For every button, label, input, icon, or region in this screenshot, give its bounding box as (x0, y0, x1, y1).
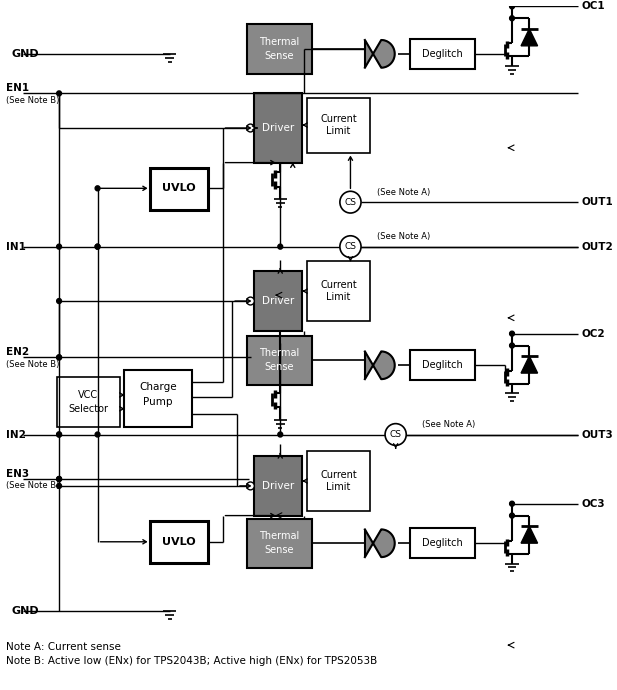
Text: Deglitch: Deglitch (423, 49, 463, 59)
Text: Sense: Sense (265, 362, 294, 373)
Text: OUT1: OUT1 (581, 197, 613, 207)
Text: CS: CS (344, 242, 357, 251)
Circle shape (247, 297, 254, 305)
Circle shape (510, 4, 515, 9)
Circle shape (278, 244, 283, 249)
Text: (See Note A): (See Note A) (377, 188, 430, 197)
Text: Limit: Limit (326, 292, 350, 302)
Text: Note A: Current sense: Note A: Current sense (6, 642, 121, 652)
Text: Limit: Limit (326, 126, 350, 136)
Text: Sense: Sense (265, 51, 294, 61)
Circle shape (510, 331, 515, 336)
Text: OC2: OC2 (581, 328, 605, 339)
Text: (See Note B): (See Note B) (6, 96, 60, 105)
Circle shape (247, 124, 254, 132)
Circle shape (385, 424, 406, 445)
Bar (247, 519, 312, 568)
Text: OUT2: OUT2 (581, 241, 613, 252)
Bar (151, 168, 208, 210)
Text: Current: Current (320, 470, 357, 480)
Text: Deglitch: Deglitch (423, 538, 463, 549)
Text: (See Note A): (See Note A) (377, 233, 430, 241)
Text: Thermal: Thermal (259, 531, 299, 542)
Circle shape (57, 244, 62, 249)
Circle shape (57, 432, 62, 437)
Text: Thermal: Thermal (259, 348, 299, 358)
Text: EN1: EN1 (6, 83, 30, 93)
Bar (254, 271, 302, 331)
Bar (410, 529, 476, 558)
Text: GND: GND (11, 49, 39, 59)
Bar (410, 39, 476, 69)
Circle shape (278, 432, 283, 437)
Circle shape (57, 355, 62, 360)
Bar (307, 451, 370, 511)
Text: Driver: Driver (262, 123, 294, 133)
Circle shape (95, 432, 100, 437)
Circle shape (57, 477, 62, 482)
Text: IN1: IN1 (6, 241, 26, 252)
Text: Selector: Selector (68, 404, 109, 414)
Text: Current: Current (320, 114, 357, 124)
Bar (57, 377, 120, 426)
Circle shape (57, 432, 62, 437)
Text: (See Note A): (See Note A) (422, 420, 475, 429)
Circle shape (510, 343, 515, 348)
Polygon shape (521, 356, 537, 373)
Polygon shape (521, 29, 537, 46)
Polygon shape (521, 526, 537, 543)
Circle shape (510, 501, 515, 506)
Bar (125, 371, 192, 426)
Text: UVLO: UVLO (162, 184, 196, 193)
Bar (254, 456, 302, 515)
Circle shape (510, 513, 515, 518)
Circle shape (57, 91, 62, 96)
Circle shape (95, 244, 100, 249)
Text: Pump: Pump (143, 397, 173, 407)
Polygon shape (365, 40, 395, 68)
Text: Thermal: Thermal (259, 37, 299, 47)
Text: Current: Current (320, 280, 357, 290)
Text: EN3: EN3 (6, 469, 30, 479)
Circle shape (57, 477, 62, 482)
Circle shape (57, 299, 62, 304)
Text: UVLO: UVLO (162, 537, 196, 546)
Circle shape (247, 482, 254, 490)
Circle shape (57, 355, 62, 360)
Text: OC1: OC1 (581, 1, 605, 12)
Text: GND: GND (11, 607, 39, 616)
Bar (151, 520, 208, 563)
Text: (See Note B): (See Note B) (6, 482, 60, 491)
Text: Charge: Charge (139, 382, 177, 392)
Polygon shape (365, 351, 395, 379)
Circle shape (510, 16, 515, 21)
Circle shape (57, 484, 62, 489)
Circle shape (95, 244, 100, 249)
Text: OUT3: OUT3 (581, 429, 613, 440)
Bar (410, 351, 476, 380)
Text: VCC: VCC (78, 390, 99, 400)
Text: EN2: EN2 (6, 348, 30, 357)
Bar (247, 335, 312, 385)
Text: Deglitch: Deglitch (423, 360, 463, 371)
Polygon shape (365, 529, 395, 557)
Text: Driver: Driver (262, 481, 294, 491)
Circle shape (95, 186, 100, 191)
Bar (254, 93, 302, 163)
Text: OC3: OC3 (581, 499, 605, 509)
Text: Limit: Limit (326, 482, 350, 492)
Text: (See Note B): (See Note B) (6, 359, 60, 369)
Circle shape (340, 191, 361, 213)
Bar (307, 99, 370, 152)
Text: Note B: Active low (ENx) for TPS2043B; Active high (ENx) for TPS2053B: Note B: Active low (ENx) for TPS2043B; A… (6, 656, 378, 666)
Text: Driver: Driver (262, 296, 294, 306)
Text: IN2: IN2 (6, 429, 26, 440)
Circle shape (340, 236, 361, 257)
Text: Sense: Sense (265, 545, 294, 555)
Bar (247, 24, 312, 74)
Text: CS: CS (344, 197, 357, 207)
Text: CS: CS (390, 430, 402, 439)
Bar (307, 262, 370, 321)
